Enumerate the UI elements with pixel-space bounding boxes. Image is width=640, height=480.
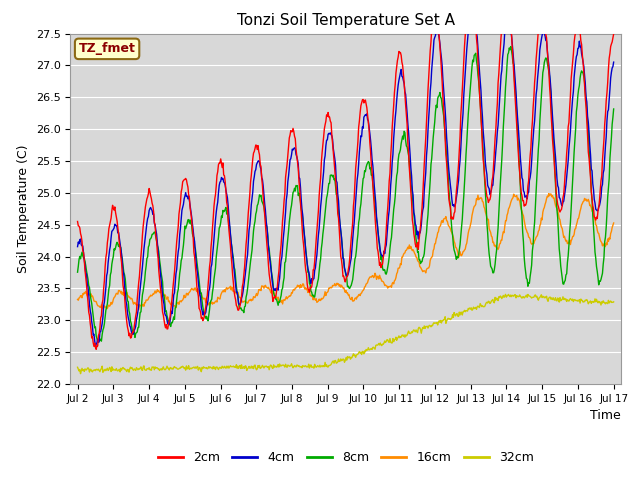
X-axis label: Time: Time bbox=[590, 409, 621, 422]
Title: Tonzi Soil Temperature Set A: Tonzi Soil Temperature Set A bbox=[237, 13, 454, 28]
Text: TZ_fmet: TZ_fmet bbox=[79, 42, 136, 55]
Legend: 2cm, 4cm, 8cm, 16cm, 32cm: 2cm, 4cm, 8cm, 16cm, 32cm bbox=[153, 446, 538, 469]
Y-axis label: Soil Temperature (C): Soil Temperature (C) bbox=[17, 144, 30, 273]
